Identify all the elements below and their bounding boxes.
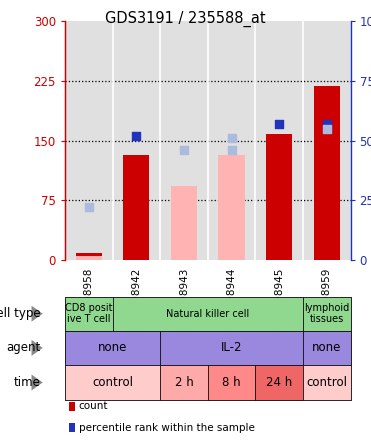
Text: IL-2: IL-2 — [221, 341, 242, 354]
Text: GDS3191 / 235588_at: GDS3191 / 235588_at — [105, 11, 266, 27]
Text: 8 h: 8 h — [222, 376, 241, 389]
Bar — [219, 155, 244, 260]
Bar — [266, 134, 292, 260]
Text: lymphoid
tissues: lymphoid tissues — [304, 303, 349, 325]
Text: percentile rank within the sample: percentile rank within the sample — [79, 423, 255, 432]
Text: cell type: cell type — [0, 307, 41, 320]
Bar — [76, 256, 102, 260]
Text: none: none — [312, 341, 341, 354]
Bar — [76, 254, 102, 260]
Bar — [171, 186, 197, 260]
Text: Natural killer cell: Natural killer cell — [166, 309, 249, 319]
Point — [229, 135, 234, 142]
Point — [133, 132, 139, 139]
Text: count: count — [79, 401, 108, 411]
Text: 24 h: 24 h — [266, 376, 292, 389]
Bar — [314, 87, 340, 260]
Text: none: none — [98, 341, 127, 354]
Text: control: control — [306, 376, 347, 389]
Bar — [123, 155, 150, 260]
Point — [86, 204, 92, 211]
Text: CD8 posit
ive T cell: CD8 posit ive T cell — [65, 303, 112, 325]
Point — [324, 125, 330, 132]
Point — [276, 120, 282, 127]
Text: 2 h: 2 h — [175, 376, 193, 389]
Text: agent: agent — [7, 341, 41, 354]
Point — [324, 120, 330, 127]
Point — [229, 147, 234, 154]
Text: time: time — [14, 376, 41, 389]
Text: control: control — [92, 376, 133, 389]
Point — [181, 147, 187, 154]
